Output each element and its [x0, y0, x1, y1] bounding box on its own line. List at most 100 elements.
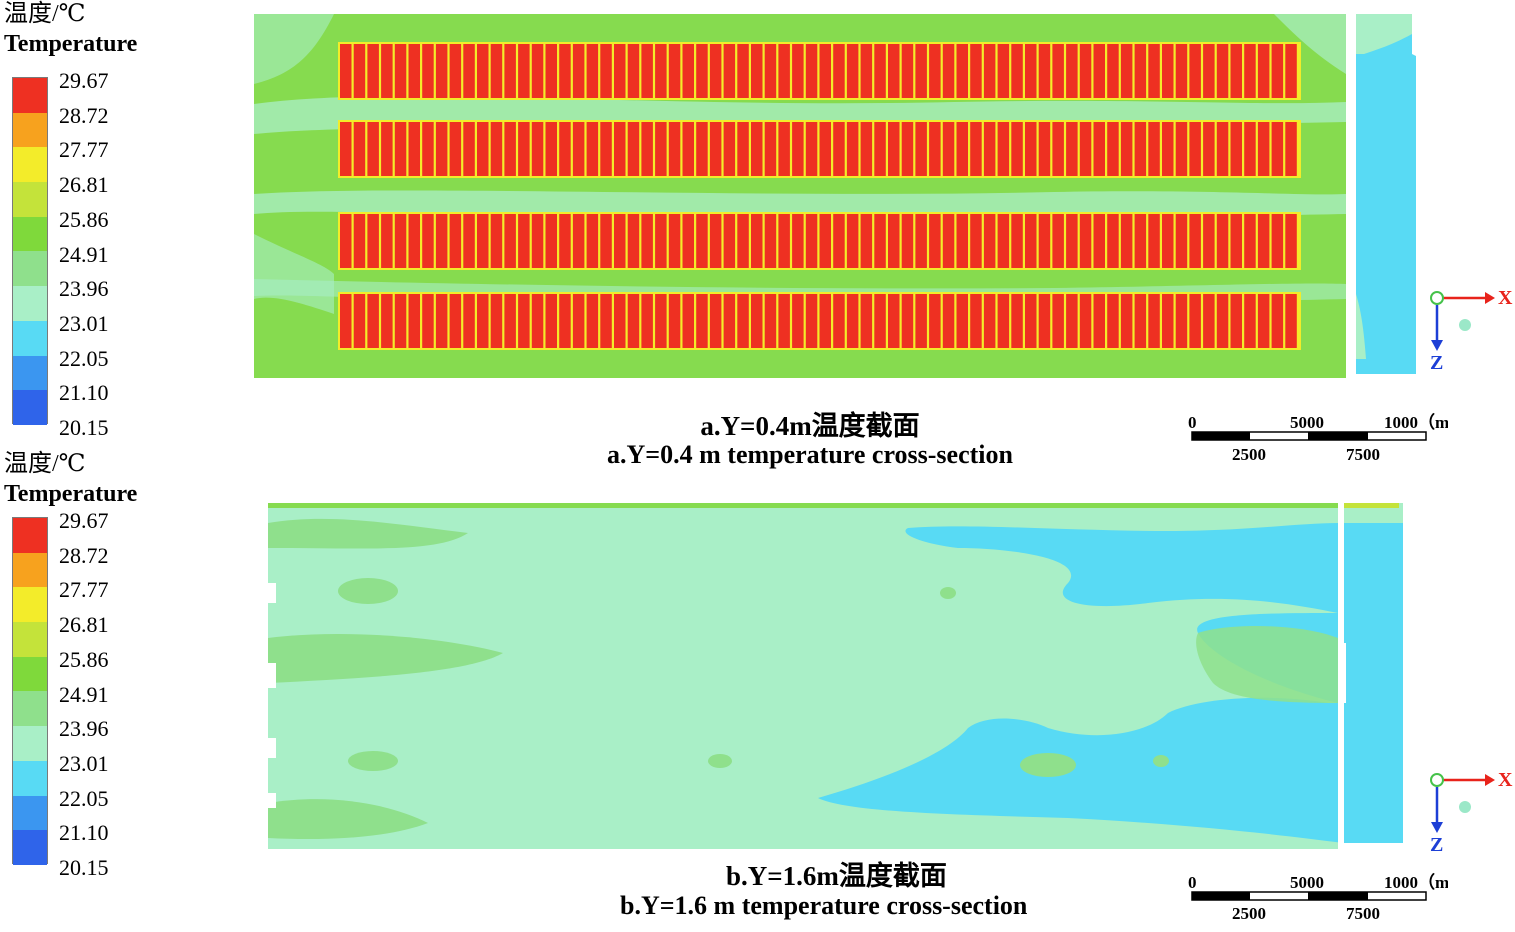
server-rack	[422, 44, 434, 98]
server-rack	[983, 294, 996, 348]
server-rack	[1093, 44, 1105, 98]
server-rack	[1162, 214, 1174, 268]
notch	[268, 663, 276, 688]
server-rack	[504, 44, 516, 98]
cold-zone-edge	[1356, 14, 1412, 54]
server-rack	[572, 294, 585, 348]
server-rack	[504, 294, 516, 348]
server-rack	[504, 122, 516, 176]
server-rack	[1038, 294, 1051, 348]
server-rack	[545, 122, 557, 176]
server-rack	[874, 294, 886, 348]
caption-b-cn: b.Y=1.6m温度截面	[726, 861, 947, 891]
notch	[268, 583, 276, 603]
server-rack	[586, 294, 599, 348]
color-band	[13, 112, 47, 148]
legend-tick-label: 26.81	[59, 172, 109, 197]
server-rack	[1120, 44, 1133, 98]
divider	[1348, 14, 1354, 378]
server-rack	[874, 44, 886, 98]
warm-patch	[708, 754, 732, 768]
server-rack	[888, 214, 900, 268]
server-rack	[1148, 214, 1160, 268]
server-rack	[531, 294, 544, 348]
server-rack	[1257, 294, 1270, 348]
server-rack	[1285, 44, 1297, 98]
server-rack	[846, 122, 859, 176]
server-rack	[997, 214, 1010, 268]
server-rack	[888, 294, 900, 348]
scale-bar-graphic: 0 5000 1000（m） 2500 7500	[1188, 872, 1466, 923]
server-rack	[942, 122, 955, 176]
server-rack	[997, 122, 1010, 176]
server-rack	[1011, 294, 1023, 348]
server-rack	[394, 214, 407, 268]
legend-tick-label: 20.15	[59, 855, 109, 880]
server-rack	[792, 294, 804, 348]
x-axis-label: X	[1498, 287, 1513, 309]
server-rack	[1230, 122, 1242, 176]
scale-label: 2500	[1232, 904, 1266, 923]
server-rack	[1066, 214, 1078, 268]
server-rack	[1216, 122, 1229, 176]
server-rack	[449, 122, 462, 176]
scale-bar-a: 0 5000 1000（m） 2500 7500	[1188, 410, 1466, 470]
contour-panel-a	[254, 14, 1420, 378]
server-rack	[819, 214, 831, 268]
server-rack	[805, 214, 818, 268]
server-rack	[860, 44, 873, 98]
server-rack	[1025, 214, 1037, 268]
color-band	[13, 691, 47, 727]
server-rack	[1203, 214, 1215, 268]
server-rack	[833, 44, 845, 98]
server-rack	[422, 122, 434, 176]
server-rack	[792, 122, 804, 176]
server-rack	[641, 122, 653, 176]
server-rack	[518, 214, 530, 268]
color-band	[13, 587, 47, 623]
server-rack	[792, 214, 804, 268]
cold-zone	[1356, 14, 1416, 374]
server-rack	[1175, 122, 1188, 176]
server-rack	[1079, 294, 1092, 348]
server-rack	[764, 214, 777, 268]
legend-tick-label: 21.10	[59, 820, 109, 845]
server-rack	[737, 44, 749, 98]
server-rack	[1189, 44, 1201, 98]
server-rack	[709, 294, 722, 348]
cold-zone-edge	[1356, 294, 1366, 359]
server-rack	[737, 294, 749, 348]
server-rack	[614, 44, 626, 98]
legend-tick-label: 28.72	[59, 543, 109, 568]
server-rack	[586, 122, 599, 176]
server-rack	[1148, 294, 1160, 348]
legend-tick-label: 24.91	[59, 242, 109, 267]
edge-band	[254, 234, 334, 314]
warm-patch	[1196, 626, 1338, 703]
server-rack	[874, 214, 886, 268]
server-rack	[1134, 214, 1147, 268]
server-rack	[435, 122, 448, 176]
server-rack	[846, 44, 859, 98]
server-rack	[600, 44, 612, 98]
caption-a-en: a.Y=0.4 m temperature cross-section	[607, 440, 1013, 469]
server-rack	[983, 214, 996, 268]
warm-patch	[268, 799, 428, 840]
z-axis-label: Z	[1430, 352, 1443, 374]
server-rack	[1162, 44, 1174, 98]
server-rack	[1148, 122, 1160, 176]
legend-tick-label: 29.67	[59, 68, 109, 93]
server-rack	[778, 44, 790, 98]
server-rack	[449, 44, 462, 98]
server-rack	[1175, 294, 1188, 348]
server-rack	[723, 44, 736, 98]
server-rack	[408, 44, 420, 98]
server-rack	[545, 214, 557, 268]
scale-label: 0	[1188, 873, 1197, 892]
server-rack	[408, 294, 420, 348]
server-rack	[942, 44, 955, 98]
server-rack	[600, 294, 612, 348]
legend-tick-label: 27.77	[59, 577, 109, 602]
server-rack	[888, 44, 900, 98]
legend-tick-label: 25.86	[59, 207, 109, 232]
